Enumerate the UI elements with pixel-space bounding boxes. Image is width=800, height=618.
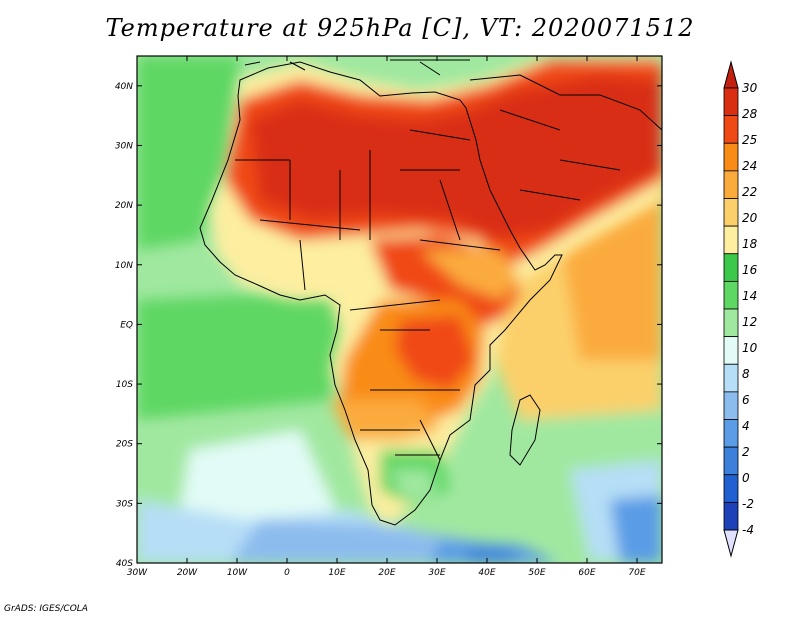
colorbar-swatch — [723, 336, 739, 365]
colorbar-swatch — [723, 391, 739, 420]
colorbar-label: 16 — [742, 263, 758, 277]
lon-tick-label: 30W — [127, 568, 148, 578]
lon-tick-label: 70E — [628, 568, 645, 578]
lat-tick-label: 30N — [115, 141, 133, 151]
lon-tick-label: 40E — [478, 568, 495, 578]
lon-tick-label: 30E — [428, 568, 445, 578]
colorbar-label: -4 — [742, 523, 754, 537]
lat-tick-label: 30S — [116, 499, 133, 509]
credit-label: GrADS: IGES/COLA — [4, 604, 88, 614]
colorbar-label: 30 — [742, 81, 758, 95]
lon-tick-label: 10W — [227, 568, 248, 578]
colorbar-label: 8 — [742, 367, 750, 381]
lon-tick-label: 10E — [328, 568, 345, 578]
lat-tick-label: 40N — [115, 82, 133, 92]
colorbar-swatch — [723, 253, 739, 282]
colorbar-swatch — [723, 170, 739, 199]
colorbar-swatch — [723, 142, 739, 172]
colorbar-over-arrow — [723, 60, 739, 89]
lon-tick-label: 0 — [284, 568, 290, 578]
colorbar-label: 6 — [742, 393, 750, 407]
colorbar-label: 20 — [742, 211, 758, 225]
colorbar-swatch — [723, 225, 739, 255]
colorbar-label: 2 — [742, 445, 750, 459]
colorbar-swatch — [723, 363, 739, 393]
lat-tick-label: 20N — [115, 201, 133, 211]
colorbar-label: 10 — [742, 341, 758, 355]
colorbar-label: 25 — [742, 133, 757, 147]
colorbar-swatch — [723, 474, 739, 503]
colorbar-label: 28 — [742, 107, 758, 121]
lon-tick-label: 60E — [578, 568, 595, 578]
colorbar-label: 22 — [742, 185, 757, 199]
colorbar-swatch — [723, 198, 739, 227]
plot-frame — [136, 55, 663, 564]
coastline-borders — [199, 59, 662, 526]
lat-tick-label: 10N — [115, 261, 133, 271]
colorbar-label: 4 — [742, 419, 750, 433]
lat-tick-label: 20S — [116, 440, 133, 450]
colorbar-under-arrow — [723, 529, 739, 558]
lon-tick-label: 20E — [378, 568, 395, 578]
colorbar-swatch — [723, 308, 739, 338]
lat-tick-label: 10S — [116, 380, 133, 390]
colorbar-swatch — [723, 501, 739, 531]
axis-ticks: 30W 20W 10W 0 10E 20E 30E 40E 50E 60E 70E 40N 30N 20N… — [115, 56, 662, 578]
colorbar-swatch — [723, 446, 739, 476]
colorbar-label: 24 — [742, 159, 757, 173]
colorbar-label: 0 — [742, 471, 750, 485]
map-title: Temperature at 925hPa [C], VT: 202007151… — [105, 14, 695, 42]
colorbar-swatch — [723, 87, 739, 117]
colorbar-label: 18 — [742, 237, 758, 251]
temperature-field — [137, 56, 662, 563]
colorbar-swatch — [723, 280, 739, 310]
lon-tick-label: 50E — [528, 568, 545, 578]
lon-tick-label: 20W — [177, 568, 198, 578]
colorbar-label: 12 — [742, 315, 757, 329]
colorbar-swatch — [723, 115, 739, 144]
colorbar-label: -2 — [742, 497, 754, 511]
colorbar-label: 14 — [742, 289, 757, 303]
lat-tick-label: 40S — [116, 559, 133, 569]
colorbar-swatch — [723, 419, 739, 448]
lat-tick-label: EQ — [120, 320, 133, 330]
